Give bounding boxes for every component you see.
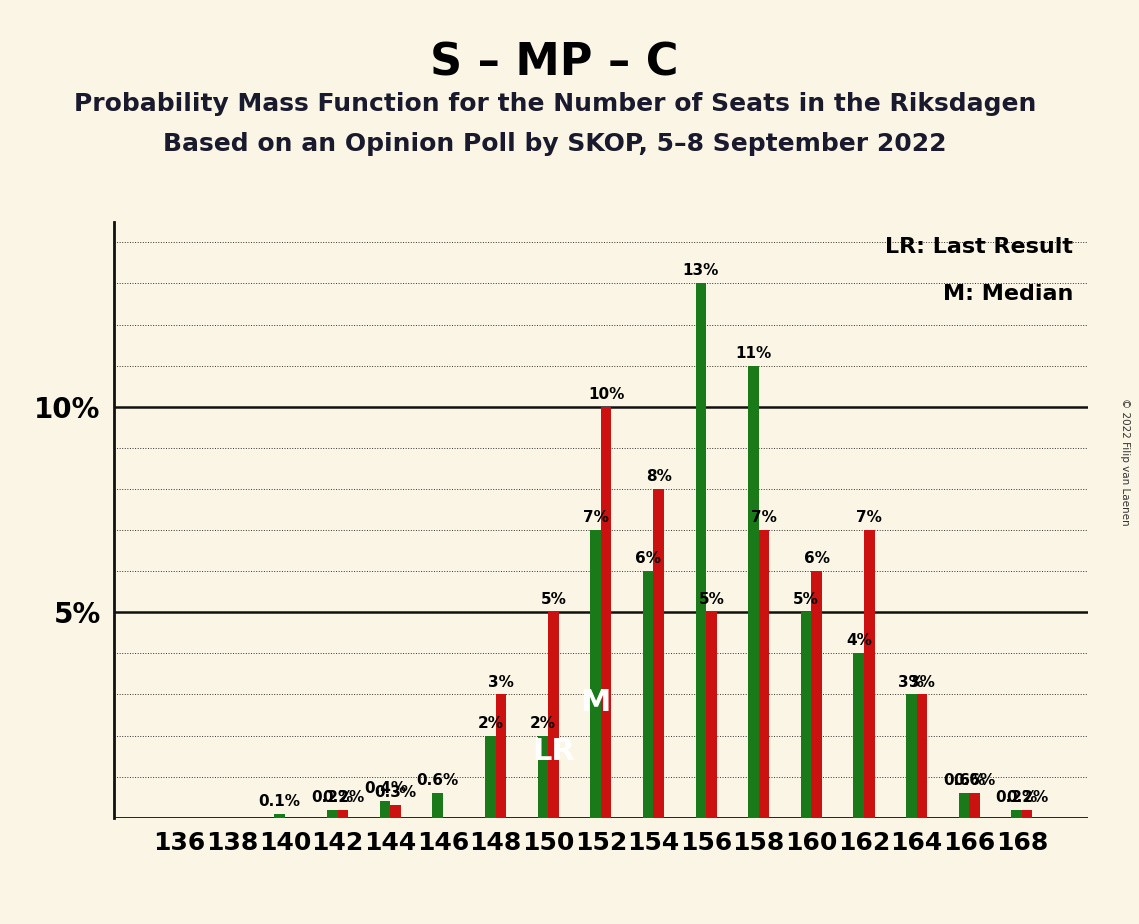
Text: 0.6%: 0.6%	[953, 773, 995, 788]
Text: 0.1%: 0.1%	[259, 794, 301, 808]
Text: 5%: 5%	[793, 592, 819, 607]
Bar	[748, 366, 759, 818]
Bar	[801, 613, 811, 818]
Text: 7%: 7%	[857, 510, 883, 525]
Text: 5%: 5%	[541, 592, 566, 607]
Text: 0.6%: 0.6%	[417, 773, 459, 788]
Text: 3%: 3%	[899, 675, 925, 689]
Text: 2%: 2%	[477, 715, 503, 731]
Text: 10%: 10%	[588, 387, 624, 402]
Bar	[337, 809, 349, 818]
Text: 2%: 2%	[530, 715, 556, 731]
Bar	[706, 613, 716, 818]
Text: S – MP – C: S – MP – C	[431, 42, 679, 85]
Bar	[959, 793, 969, 818]
Text: 0.2%: 0.2%	[1006, 790, 1048, 805]
Bar	[969, 793, 980, 818]
Text: Probability Mass Function for the Number of Seats in the Riksdagen: Probability Mass Function for the Number…	[74, 92, 1035, 116]
Text: 0.3%: 0.3%	[375, 785, 417, 800]
Text: 6%: 6%	[636, 552, 662, 566]
Text: LR: Last Result: LR: Last Result	[885, 237, 1073, 257]
Bar	[495, 695, 506, 818]
Bar	[907, 695, 917, 818]
Text: 0.6%: 0.6%	[943, 773, 985, 788]
Bar	[696, 284, 706, 818]
Text: 7%: 7%	[583, 510, 608, 525]
Bar	[853, 653, 865, 818]
Text: 5%: 5%	[698, 592, 724, 607]
Text: 0.4%: 0.4%	[364, 782, 407, 796]
Bar	[654, 489, 664, 818]
Bar	[917, 695, 927, 818]
Bar	[1011, 809, 1022, 818]
Text: 0.2%: 0.2%	[995, 790, 1038, 805]
Bar	[548, 613, 559, 818]
Text: 11%: 11%	[736, 346, 771, 360]
Bar	[327, 809, 337, 818]
Text: 8%: 8%	[646, 469, 672, 484]
Text: 3%: 3%	[909, 675, 935, 689]
Bar	[601, 407, 612, 818]
Text: LR: LR	[532, 737, 575, 766]
Text: 0.2%: 0.2%	[321, 790, 364, 805]
Bar	[759, 530, 769, 818]
Text: Based on an Opinion Poll by SKOP, 5–8 September 2022: Based on an Opinion Poll by SKOP, 5–8 Se…	[163, 132, 947, 156]
Text: 3%: 3%	[487, 675, 514, 689]
Bar	[865, 530, 875, 818]
Text: 7%: 7%	[751, 510, 777, 525]
Bar	[274, 814, 285, 818]
Bar	[1022, 809, 1032, 818]
Text: 13%: 13%	[682, 263, 719, 278]
Bar	[538, 736, 548, 818]
Bar	[433, 793, 443, 818]
Text: M: M	[581, 688, 611, 717]
Text: 6%: 6%	[804, 552, 829, 566]
Bar	[485, 736, 495, 818]
Text: M: Median: M: Median	[943, 285, 1073, 304]
Bar	[391, 806, 401, 818]
Text: 4%: 4%	[846, 633, 871, 649]
Bar	[642, 571, 654, 818]
Bar	[379, 801, 391, 818]
Text: 0.2%: 0.2%	[311, 790, 353, 805]
Bar	[811, 571, 822, 818]
Text: © 2022 Filip van Laenen: © 2022 Filip van Laenen	[1121, 398, 1130, 526]
Bar	[590, 530, 601, 818]
